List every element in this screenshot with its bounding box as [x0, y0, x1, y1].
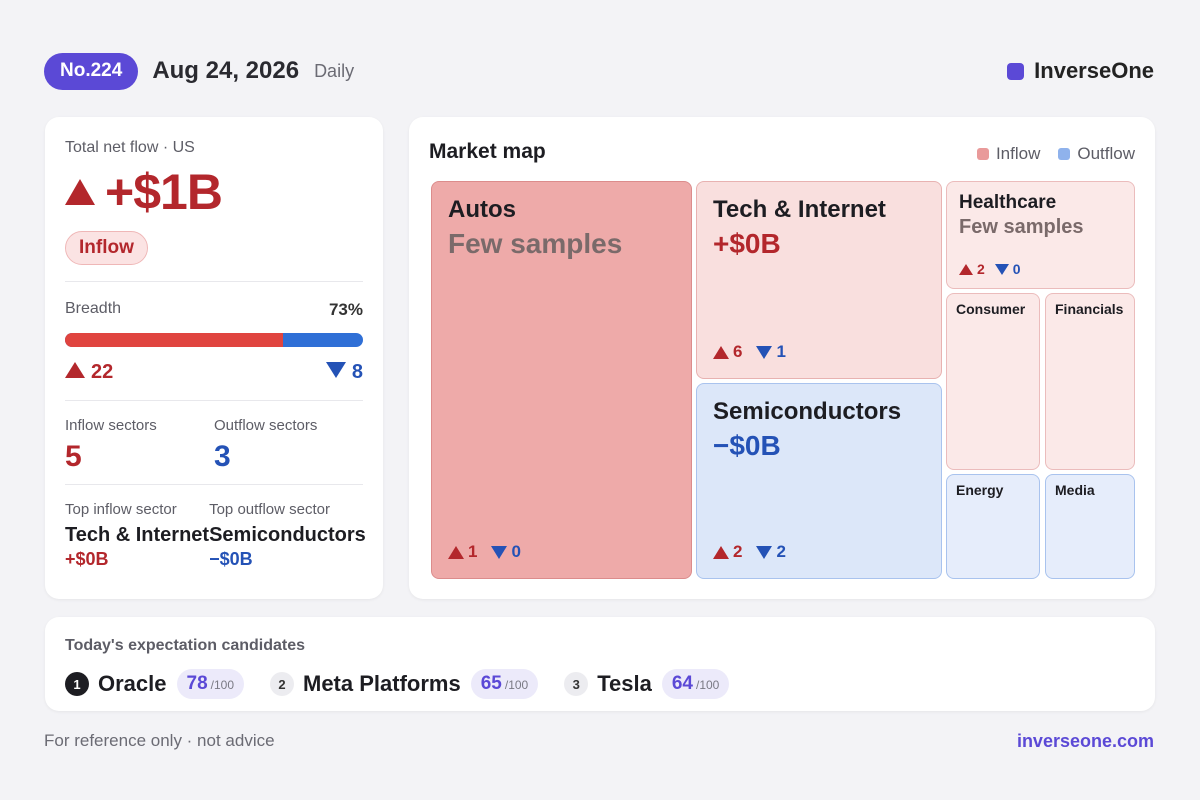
sector-name: Financials [1055, 301, 1124, 317]
sector-note: Few samples [448, 228, 623, 259]
sector-name: Energy [956, 482, 1004, 498]
sector-tile-financials[interactable]: Financials [1045, 293, 1135, 470]
sector-counts: 1 0 [448, 542, 521, 562]
candidate-score: 64/100 [661, 669, 730, 699]
rank-badge: 1 [65, 672, 89, 696]
sector-flow: −$0B [713, 430, 781, 461]
breadth-bar [65, 333, 363, 347]
sector-counts: 2 2 [713, 542, 786, 562]
sector-name: Tech & Internet [713, 196, 886, 223]
sector-name: Autos [448, 196, 516, 223]
outflow-swatch-icon [1058, 148, 1071, 160]
candidate-name: Meta Platforms [303, 671, 461, 696]
sector-tile-consumer[interactable]: Consumer [946, 293, 1040, 470]
candidates-list: 1 Oracle 78/100 2 Meta Platforms 65/100 … [65, 669, 1135, 699]
down-arrow-icon [994, 263, 1009, 275]
top-outflow-value: −$0B [209, 549, 253, 569]
sector-counts: Inflow sectors 5 Outflow sectors 3 [65, 417, 363, 474]
brand-name: InverseOne [1034, 58, 1154, 83]
candidates-title: Today's expectation candidates [65, 637, 306, 654]
sector-name: Healthcare [959, 192, 1057, 213]
sector-tile-media[interactable]: Media [1045, 474, 1135, 579]
market-map-card: Market map Inflow Outflow Autos Few samp… [409, 117, 1155, 599]
candidate-name: Oracle [98, 671, 167, 696]
sector-note: Few samples [959, 216, 1084, 238]
inflow-sectors-value: 5 [65, 440, 82, 473]
flow-direction-badge: Inflow [65, 231, 148, 265]
breadth-percent: 73% [328, 300, 363, 319]
top-sectors: Top inflow sector Tech & Internet +$0B T… [65, 501, 366, 570]
market-map-title: Market map [429, 140, 546, 163]
sector-name: Consumer [956, 301, 1026, 317]
down-arrow-icon [325, 362, 346, 378]
net-flow-title: Total net flow · US [65, 139, 195, 156]
breadth-label: Breadth [65, 300, 122, 317]
market-map-legend: Inflow Outflow [959, 144, 1135, 164]
inflow-sectors-label: Inflow sectors [65, 417, 157, 434]
rank-badge: 3 [564, 672, 589, 696]
top-inflow-value: +$0B [65, 549, 109, 569]
up-arrow-icon [713, 345, 729, 359]
header: No.224 Aug 24, 2026 Daily InverseOne [44, 52, 1154, 90]
up-arrow-icon [65, 362, 85, 378]
top-outflow-name: Semiconductors [209, 524, 366, 546]
divider [65, 484, 363, 485]
issue-badge: No.224 [44, 52, 139, 90]
sector-tile-autos[interactable]: Autos Few samples 1 0 [431, 181, 692, 579]
up-arrow-icon [959, 263, 973, 275]
sector-flow: +$0B [713, 228, 781, 259]
brand[interactable]: InverseOne [1007, 58, 1154, 84]
up-arrow-icon [713, 545, 729, 559]
net-flow-value: +$1B [105, 164, 223, 220]
candidate-item[interactable]: 1 Oracle 78/100 [65, 669, 244, 699]
breadth-counts: 22 8 [65, 361, 363, 384]
sector-counts: 2 0 [959, 261, 1021, 277]
top-outflow-label: Top outflow sector [209, 501, 330, 518]
sector-tile-energy[interactable]: Energy [946, 474, 1040, 579]
down-arrow-icon [756, 345, 773, 359]
decliners-count: 8 [325, 361, 363, 384]
site-link[interactable]: inverseone.com [1016, 731, 1154, 751]
report-frequency: Daily [314, 60, 355, 81]
inflow-swatch-icon [976, 148, 989, 160]
up-arrow-icon [65, 179, 95, 205]
down-arrow-icon [491, 545, 508, 559]
sector-tile-tech-internet[interactable]: Tech & Internet +$0B 6 1 [696, 181, 942, 379]
sector-counts: 6 1 [713, 342, 786, 362]
divider [65, 281, 363, 282]
candidate-name: Tesla [597, 671, 652, 696]
breadth-bar-fill [65, 333, 283, 347]
sector-tile-healthcare[interactable]: Healthcare Few samples 2 0 [946, 181, 1135, 289]
sector-tile-semiconductors[interactable]: Semiconductors −$0B 2 2 [696, 383, 942, 579]
candidate-item[interactable]: 3 Tesla 64/100 [564, 669, 730, 699]
up-arrow-icon [448, 545, 464, 559]
down-arrow-icon [756, 545, 773, 559]
sector-name: Media [1055, 482, 1095, 498]
top-inflow-name: Tech & Internet [65, 524, 210, 546]
legend-inflow: Inflow [976, 144, 1040, 164]
candidates-card: Today's expectation candidates 1 Oracle … [45, 617, 1155, 711]
candidate-item[interactable]: 2 Meta Platforms 65/100 [270, 669, 539, 699]
report-date: Aug 24, 2026 [152, 57, 300, 84]
disclaimer: For reference only · not advice [44, 731, 275, 750]
legend-outflow: Outflow [1058, 144, 1135, 164]
candidate-score: 65/100 [470, 669, 539, 699]
rank-badge: 2 [270, 672, 294, 696]
net-flow-value-row: +$1B [65, 163, 363, 221]
outflow-sectors-value: 3 [214, 440, 231, 473]
outflow-sectors-label: Outflow sectors [214, 417, 318, 434]
brand-logo-icon [1007, 62, 1025, 80]
candidate-score: 78/100 [176, 669, 244, 699]
net-flow-summary-card: Total net flow · US +$1B Inflow Breadth … [45, 117, 383, 599]
divider [65, 400, 363, 401]
sector-name: Semiconductors [713, 398, 902, 425]
advancers-count: 22 [65, 361, 113, 384]
top-inflow-label: Top inflow sector [65, 501, 177, 518]
breadth-row: Breadth 73% [65, 300, 363, 320]
